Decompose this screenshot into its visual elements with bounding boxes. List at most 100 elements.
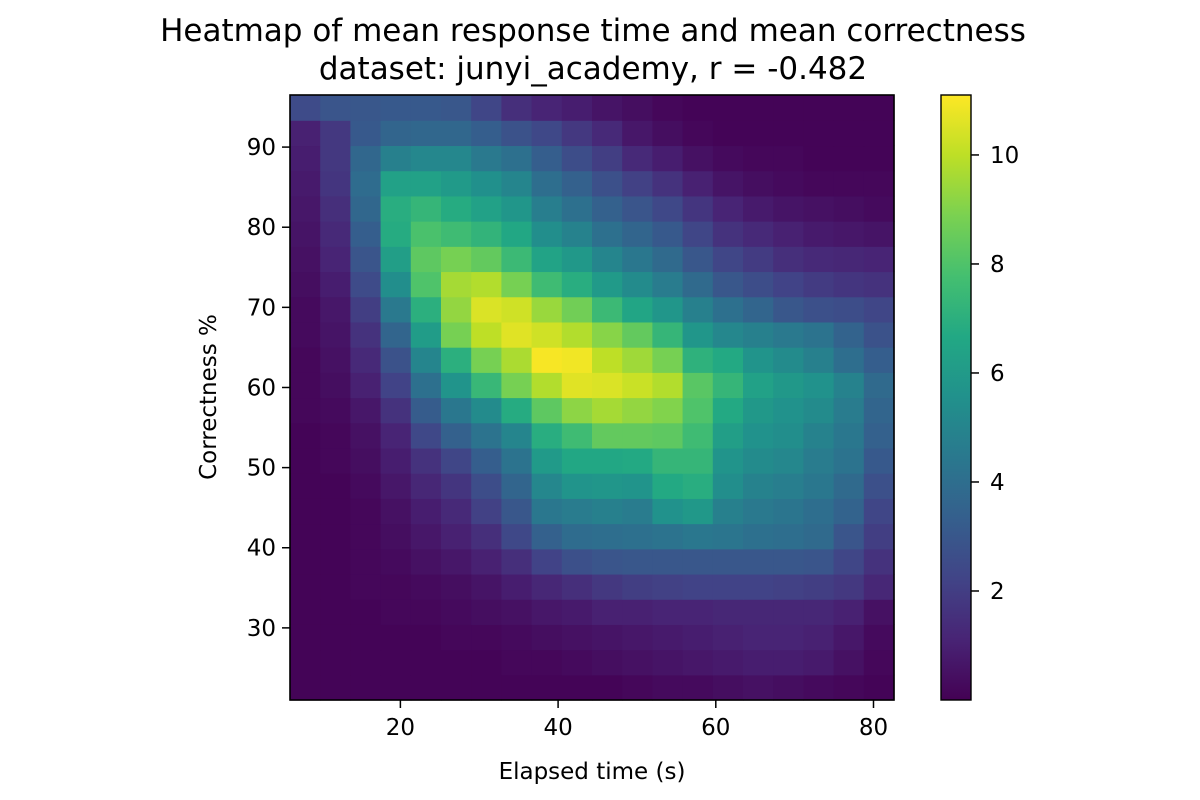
heatmap-cell [712,447,744,474]
heatmap-cell [471,548,502,575]
heatmap-cell [863,120,895,147]
heatmap-cell [682,195,714,222]
heatmap-cell [743,599,774,625]
heatmap-cell [682,649,714,676]
heatmap-cell [410,573,442,600]
heatmap-cell [773,95,804,121]
heatmap-cell [350,422,382,449]
heatmap-cell [501,221,533,247]
heatmap-cell [863,447,895,474]
heatmap-cell [320,321,351,348]
heatmap-cell [501,372,533,399]
heatmap-cell [441,347,472,373]
heatmap-cell [441,548,472,575]
heatmap-cell [773,422,804,449]
heatmap-cell [441,422,472,449]
heatmap-cell [712,271,744,298]
colorbar-tick-label: 4 [990,470,1005,496]
heatmap-cell [350,246,382,273]
heatmap-cell [743,246,774,273]
heatmap-cell [380,548,412,575]
heatmap-cell [712,95,744,121]
heatmap-cell [712,599,744,625]
heatmap-cell [833,624,865,651]
heatmap-cell [290,296,321,323]
colorbar-ticks: 2 4 6 8 10 [971,143,1019,605]
heatmap-cell [773,498,804,525]
heatmap-cell [863,372,895,399]
heatmap-cell [531,573,563,600]
heatmap-cell [290,120,321,147]
heatmap-cell [682,221,714,247]
heatmap-cell [592,296,623,323]
heatmap-cell [622,422,653,449]
heatmap-cell [743,473,774,499]
heatmap-cell [441,599,472,625]
heatmap-cell [833,347,865,373]
heatmap-cell [410,95,442,121]
heatmap-cell [561,498,593,525]
heatmap-cell [350,296,382,323]
heatmap-cell [803,674,835,701]
heatmap-cell [652,624,684,651]
heatmap-cell [410,397,442,424]
colorbar [940,94,972,701]
heatmap-cell [622,246,653,273]
heatmap-cell [712,674,744,701]
heatmap-cell [320,221,351,247]
colorbar-tick-label: 10 [990,143,1019,169]
heatmap-cell [290,599,321,625]
heatmap-cell [652,120,684,147]
x-tick-label: 60 [701,715,730,741]
heatmap-cell [592,498,623,525]
heatmap-cell [622,523,653,550]
heatmap-cell [471,195,502,222]
heatmap-cell [773,548,804,575]
heatmap-cell [441,296,472,323]
heatmap-cell [803,145,835,172]
heatmap-cell [773,523,804,550]
heatmap-cell [320,271,351,298]
heatmap-cell [320,473,351,499]
heatmap-cell [652,95,684,121]
heatmap-cell [773,674,804,701]
heatmap-cell [652,599,684,625]
heatmap-cell [290,321,321,348]
heatmap-cell [622,649,653,676]
heatmap-cell [350,271,382,298]
heatmap-cell [561,95,593,121]
heatmap-cell [622,120,653,147]
heatmap-cell [682,170,714,197]
heatmap-cell [380,372,412,399]
heatmap-cell [863,422,895,449]
heatmap-cell [833,599,865,625]
heatmap-cell [803,347,835,373]
heatmap-cell [803,624,835,651]
heatmap-cell [501,321,533,348]
heatmap-cell [773,195,804,222]
heatmap-cell [561,195,593,222]
heatmap-cell [410,548,442,575]
heatmap-cell [501,473,533,499]
heatmap-cell [773,271,804,298]
heatmap-cell [531,674,563,701]
heatmap-cell [350,599,382,625]
heatmap-cell [350,195,382,222]
heatmap-cell [592,120,623,147]
heatmap-cell [561,397,593,424]
heatmap-cell [682,321,714,348]
heatmap-cell [682,548,714,575]
heatmap-cell [380,599,412,625]
heatmap-cell [290,145,321,172]
heatmap-cell [441,271,472,298]
heatmap-cell [803,195,835,222]
heatmap-cell [350,170,382,197]
heatmap-cell [380,95,412,121]
heatmap-cell [410,473,442,499]
heatmap-cell [743,347,774,373]
heatmap-cell [320,548,351,575]
y-axis-label: Correctness % [196,314,222,480]
heatmap-cell [682,624,714,651]
heatmap-cell [531,120,563,147]
